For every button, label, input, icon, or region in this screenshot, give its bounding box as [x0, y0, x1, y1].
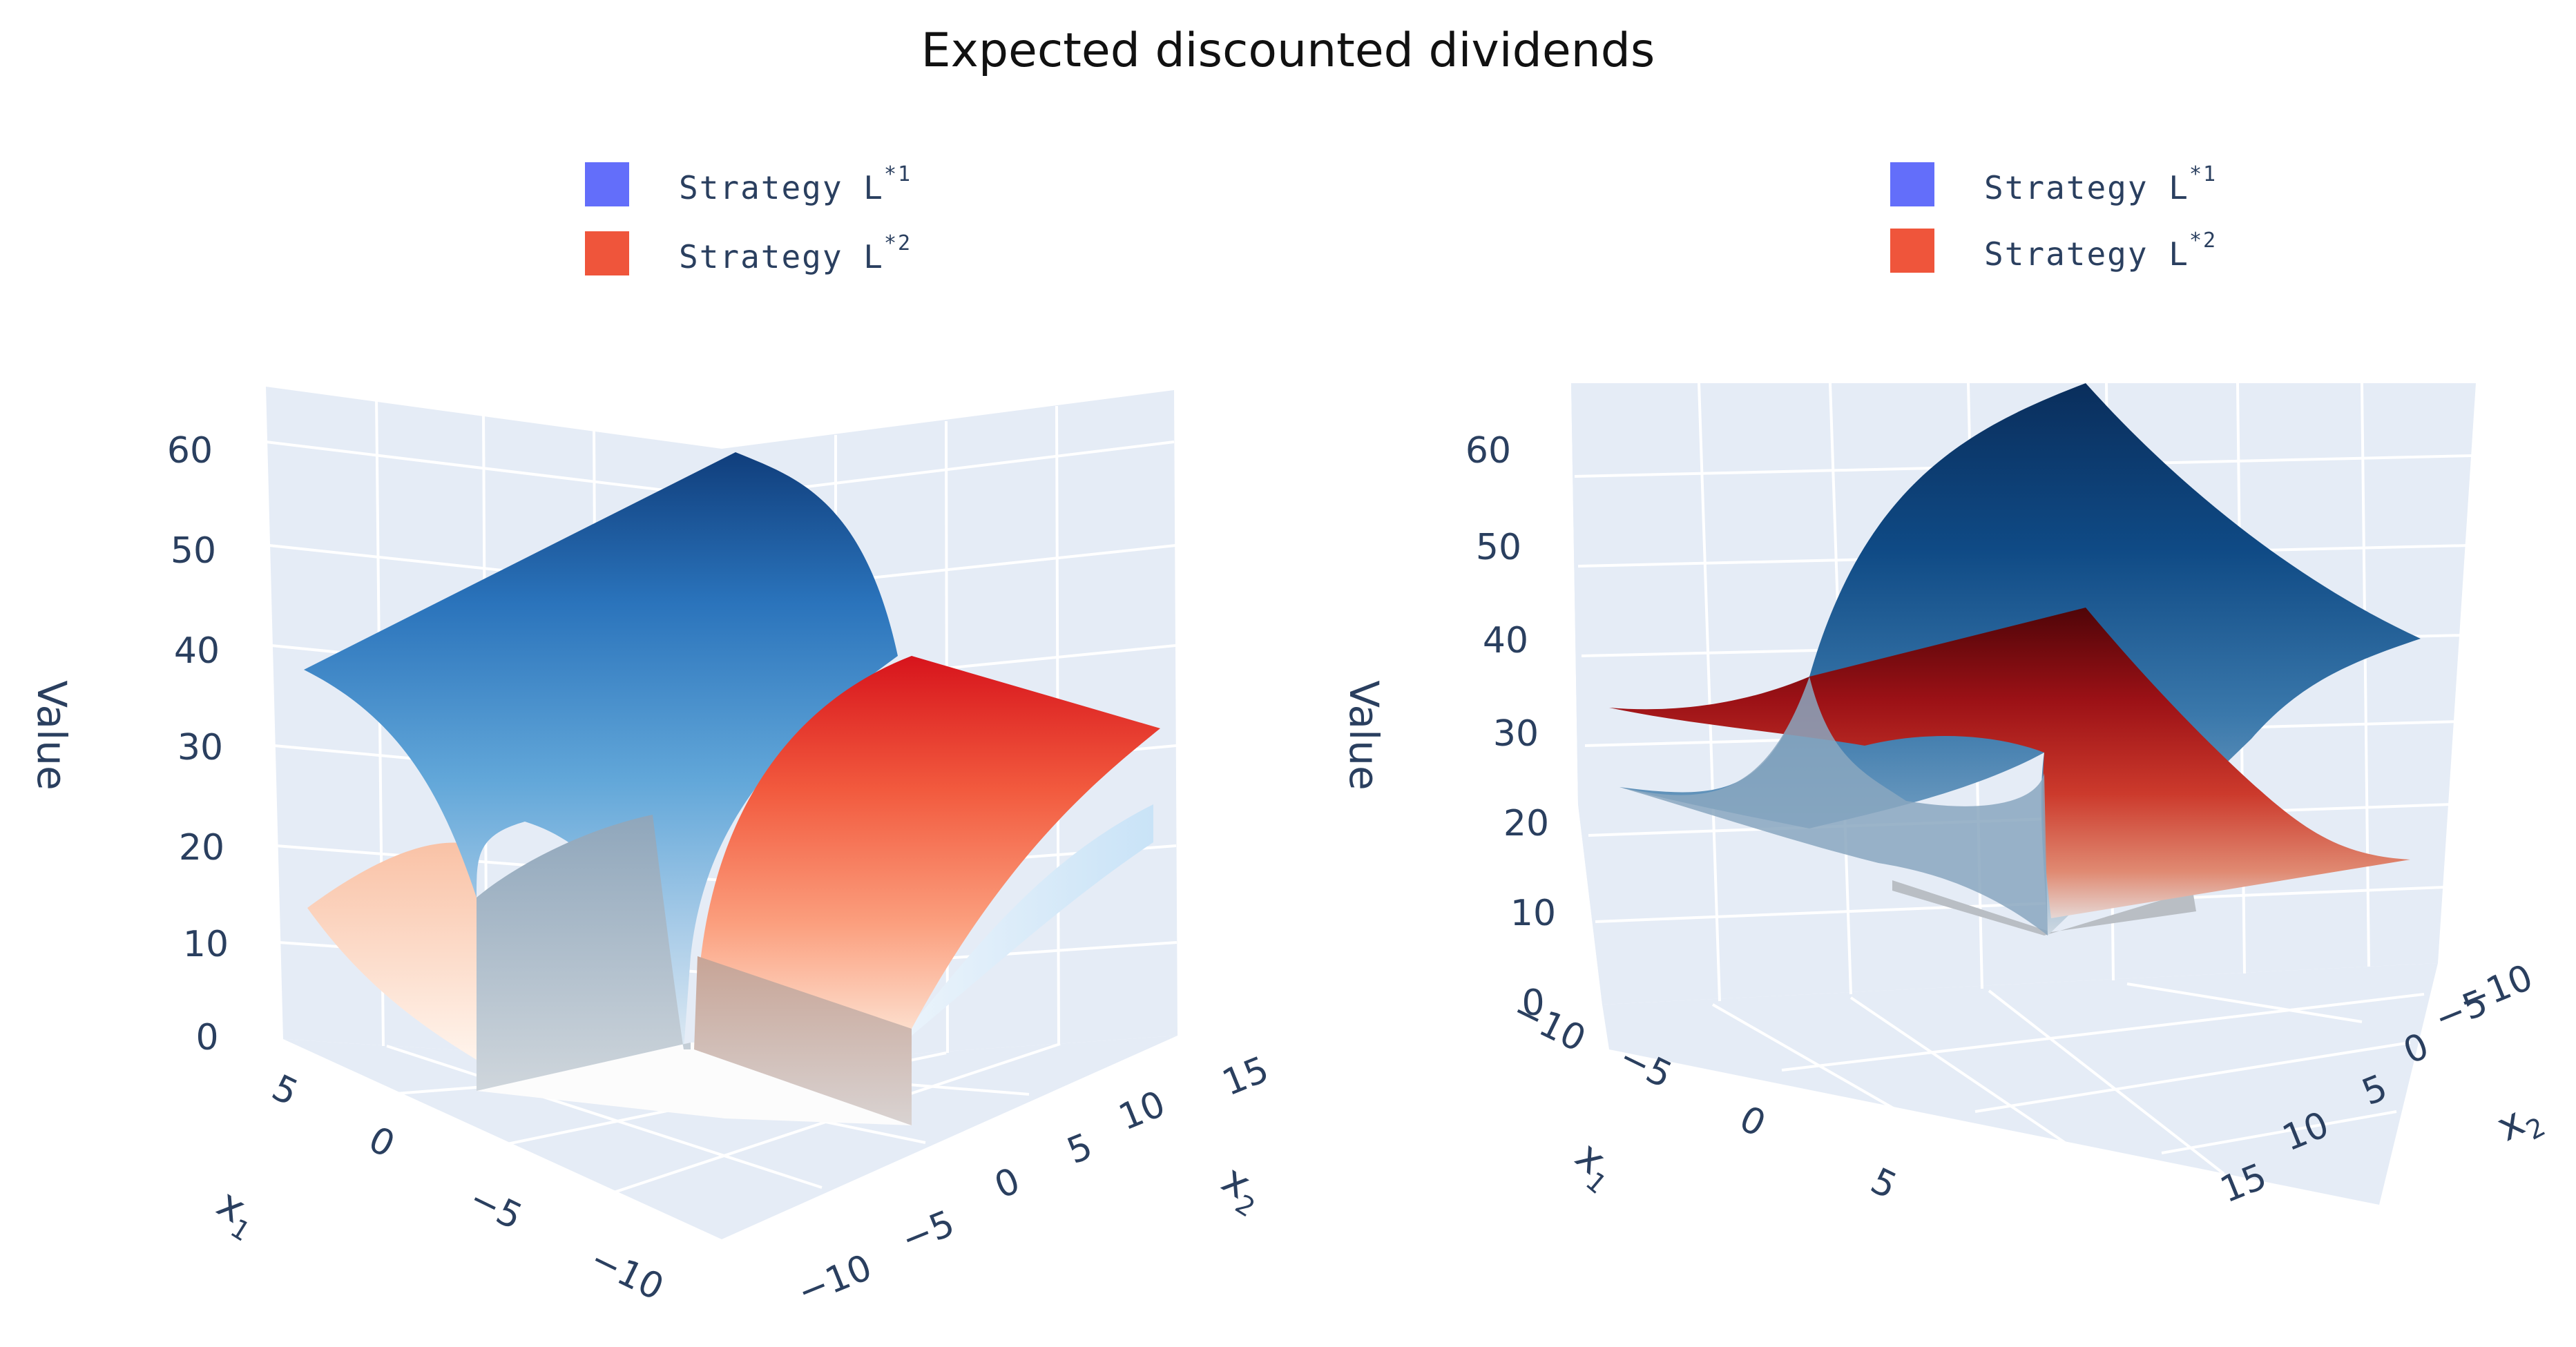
left-blue-surface[interactable]	[304, 452, 898, 1049]
right-z-tick-3: 30	[1493, 713, 1539, 755]
left-red-wall	[694, 956, 912, 1125]
right-floor	[1602, 963, 2438, 1205]
left-x2-tick-5: −10	[792, 1247, 878, 1314]
legend-swatch-l2-right	[1890, 229, 1934, 273]
left-x2-tick-2: 5	[1061, 1125, 1098, 1172]
right-x1-tick-3: 5	[1864, 1161, 1903, 1208]
left-axis-title-z: Value	[28, 680, 75, 790]
right-z-tick-4: 20	[1503, 803, 1549, 844]
legend-right: Strategy L*1 Strategy L*2	[1890, 162, 2305, 287]
right-z-ticks: 60 50 40 30 20 10 0	[1465, 430, 1556, 1024]
left-x1-tick-0: 5	[265, 1067, 304, 1114]
right-z-tick-5: 10	[1510, 893, 1556, 934]
left-x2-tick-3: 0	[989, 1160, 1026, 1207]
left-axis-title-x1: x1	[205, 1180, 268, 1248]
left-x2-tick-1: 10	[1113, 1083, 1171, 1138]
legend-label-l1-right: Strategy L*1	[1984, 162, 2218, 206]
legend-swatch-l1	[585, 162, 629, 206]
left-x1-tick-1: 0	[362, 1119, 401, 1166]
right-blue-front-lobe	[1619, 677, 2048, 936]
right-axis-title-z: Value	[1340, 680, 1387, 790]
left-x2-tick-4: −5	[896, 1203, 961, 1261]
right-x1-tick-0: −10	[1506, 990, 1592, 1060]
legend-label-l1: Strategy L*1	[679, 162, 912, 206]
right-z-tick-0: 60	[1465, 430, 1511, 472]
legend-left: Strategy L*1 Strategy L*2	[585, 162, 999, 287]
right-x1-tick-2: 0	[1733, 1098, 1771, 1145]
chart-title: Expected discounted dividends	[921, 23, 1655, 78]
left-z-ticks: 60 50 40 30 20 10 0	[167, 430, 229, 1058]
right-axis-title-x2: x2	[2489, 1090, 2550, 1157]
left-red-low-surface	[307, 842, 477, 1060]
left-axis-title-x2: x2	[1210, 1156, 1273, 1223]
right-z-tick-2: 40	[1483, 620, 1528, 661]
left-z-tick-5: 10	[183, 924, 229, 965]
right-floor-block	[1892, 880, 2196, 936]
right-axis-title-x1: x1	[1562, 1132, 1628, 1200]
left-blue-wall	[477, 815, 691, 1091]
left-blue-low-surface	[908, 804, 1153, 1036]
legend-label-l2: Strategy L*2	[679, 231, 912, 275]
left-z-tick-4: 20	[179, 827, 224, 869]
left-z-tick-1: 50	[171, 530, 216, 572]
left-z-tick-3: 30	[177, 727, 223, 768]
left-z-tick-6: 0	[195, 1017, 218, 1058]
left-z-tick-0: 60	[167, 430, 213, 472]
legend-label-l2-right: Strategy L*2	[1984, 229, 2218, 273]
left-x1-tick-2: −5	[463, 1178, 528, 1239]
left-z-tick-2: 40	[174, 630, 220, 672]
legend-swatch-l1-right	[1890, 162, 1934, 206]
legend-swatch-l2	[585, 231, 629, 275]
right-z-tick-1: 50	[1476, 527, 1521, 568]
left-x2-tick-0: 15	[1217, 1049, 1275, 1104]
right-z-tick-6: 0	[1521, 982, 1544, 1024]
left-red-surface[interactable]	[698, 656, 1160, 1039]
left-x1-tick-3: −10	[584, 1239, 670, 1309]
